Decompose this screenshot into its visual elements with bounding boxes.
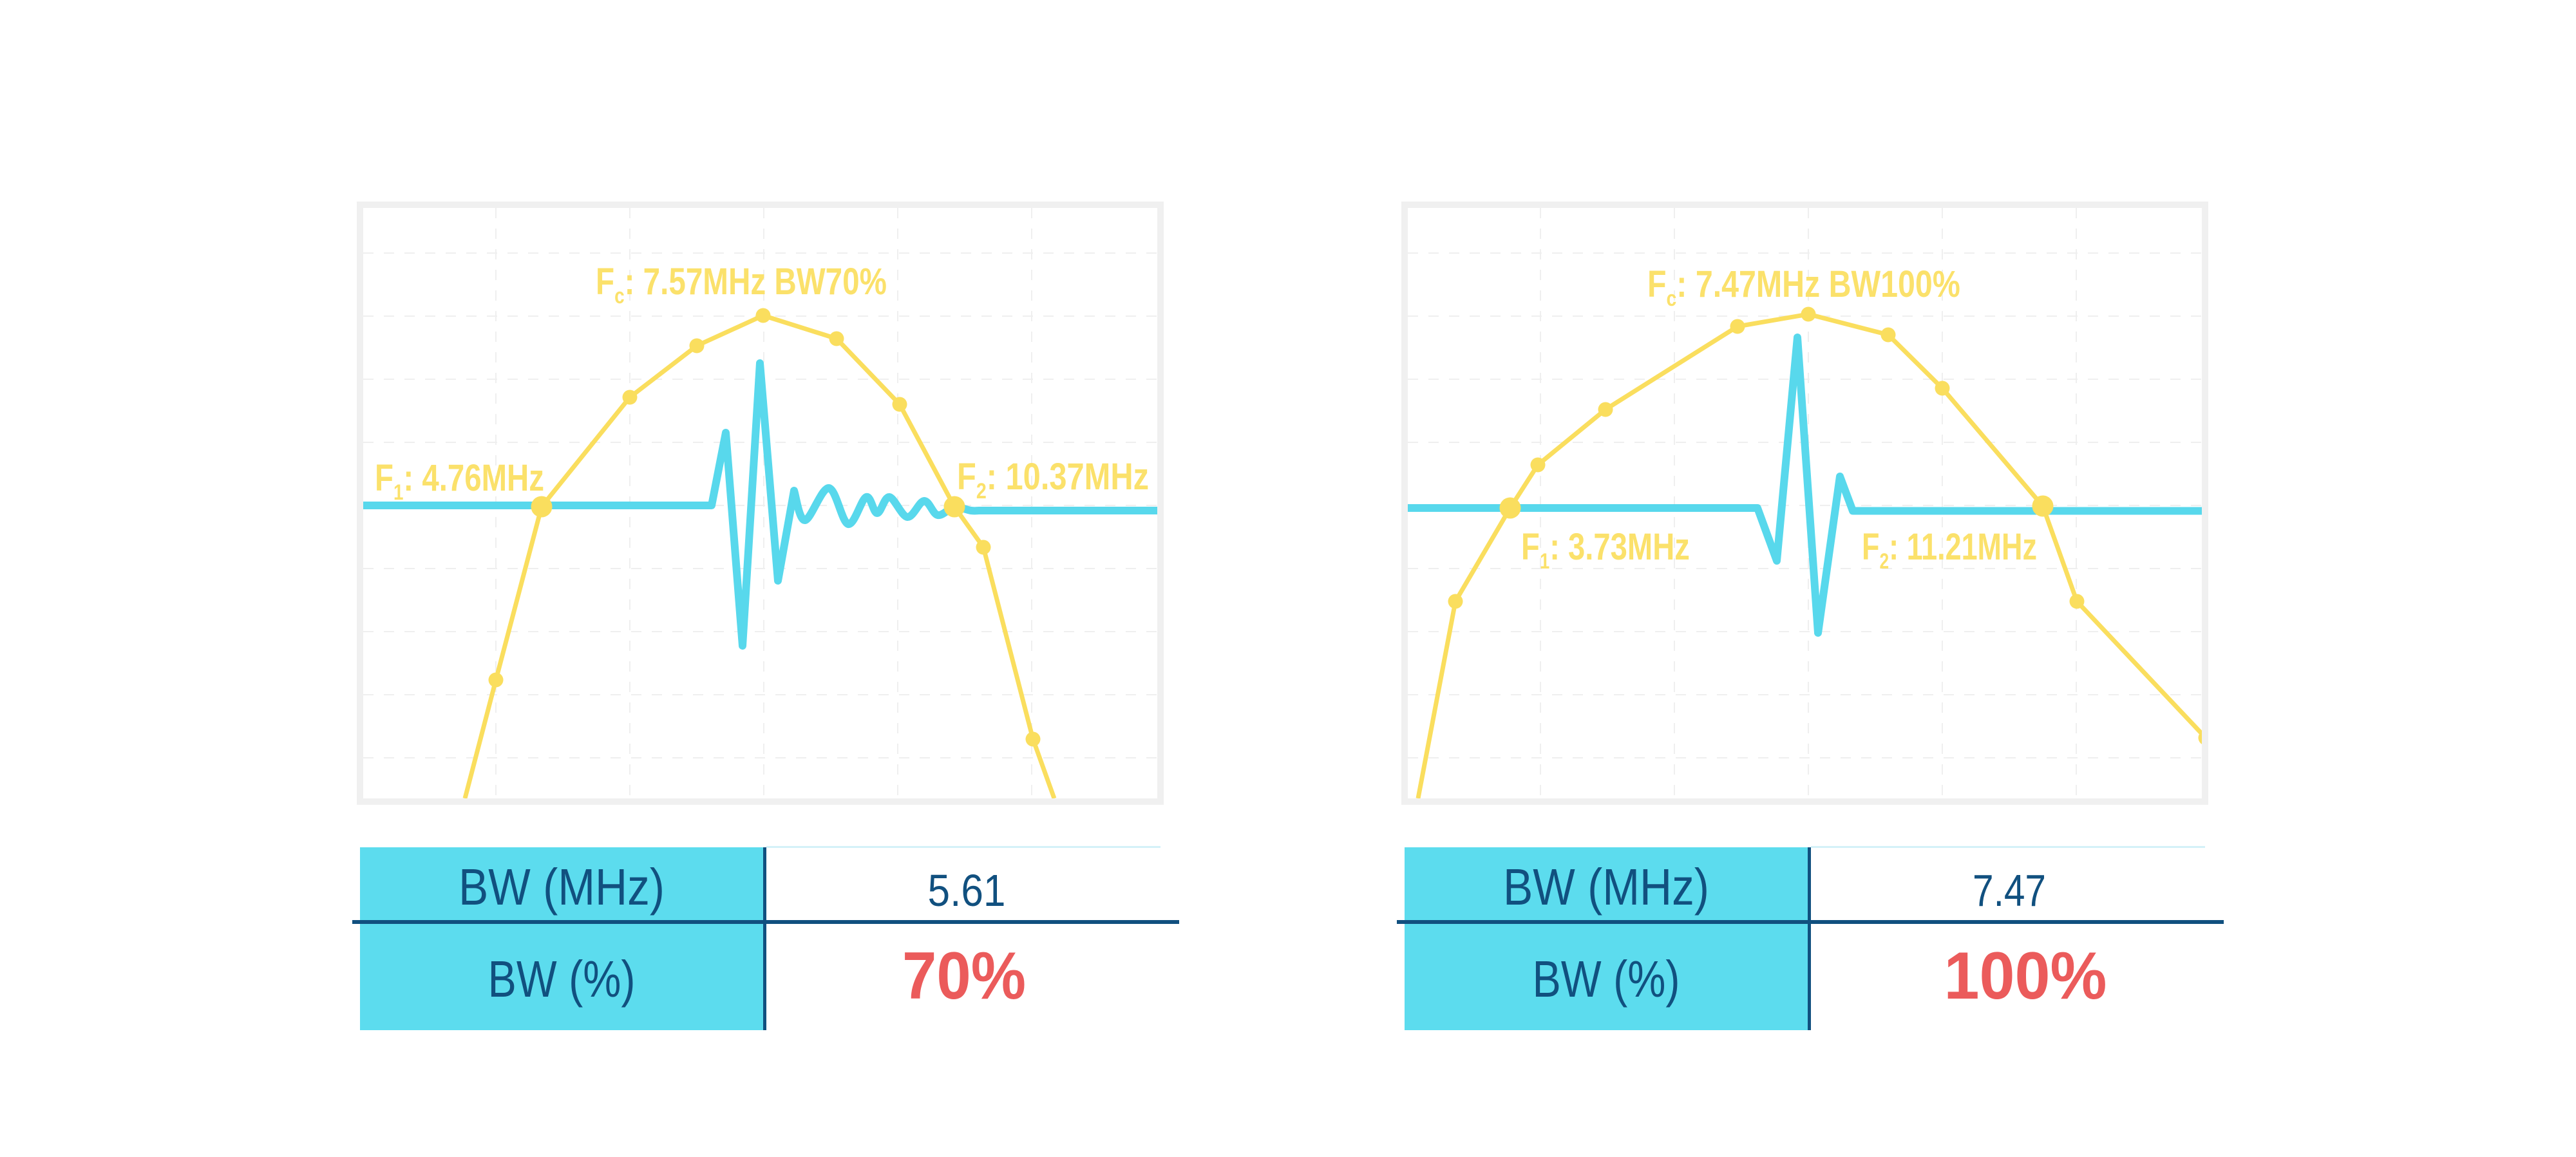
svg-text:F1: 3.73MHz: F1: 3.73MHz	[1521, 526, 1690, 573]
svg-text:BW (%): BW (%)	[488, 950, 636, 1008]
svg-text:Fc: 7.57MHz BW70%: Fc: 7.57MHz BW70%	[596, 261, 887, 308]
svg-text:F2: 11.21MHz: F2: 11.21MHz	[1862, 525, 2037, 573]
svg-text:BW (MHz): BW (MHz)	[459, 858, 665, 916]
svg-text:70%: 70%	[902, 939, 1026, 1013]
svg-text:F2: 10.37MHz: F2: 10.37MHz	[957, 456, 1149, 503]
svg-text:BW (%): BW (%)	[1533, 950, 1680, 1008]
svg-text:7.47: 7.47	[1973, 865, 2046, 916]
svg-text:100%: 100%	[1944, 939, 2107, 1013]
svg-text:F1: 4.76MHz: F1: 4.76MHz	[375, 458, 544, 505]
svg-text:BW (MHz): BW (MHz)	[1503, 858, 1709, 916]
svg-text:5.61: 5.61	[928, 865, 1006, 916]
svg-text:Fc: 7.47MHz BW100%: Fc: 7.47MHz BW100%	[1647, 264, 1960, 311]
